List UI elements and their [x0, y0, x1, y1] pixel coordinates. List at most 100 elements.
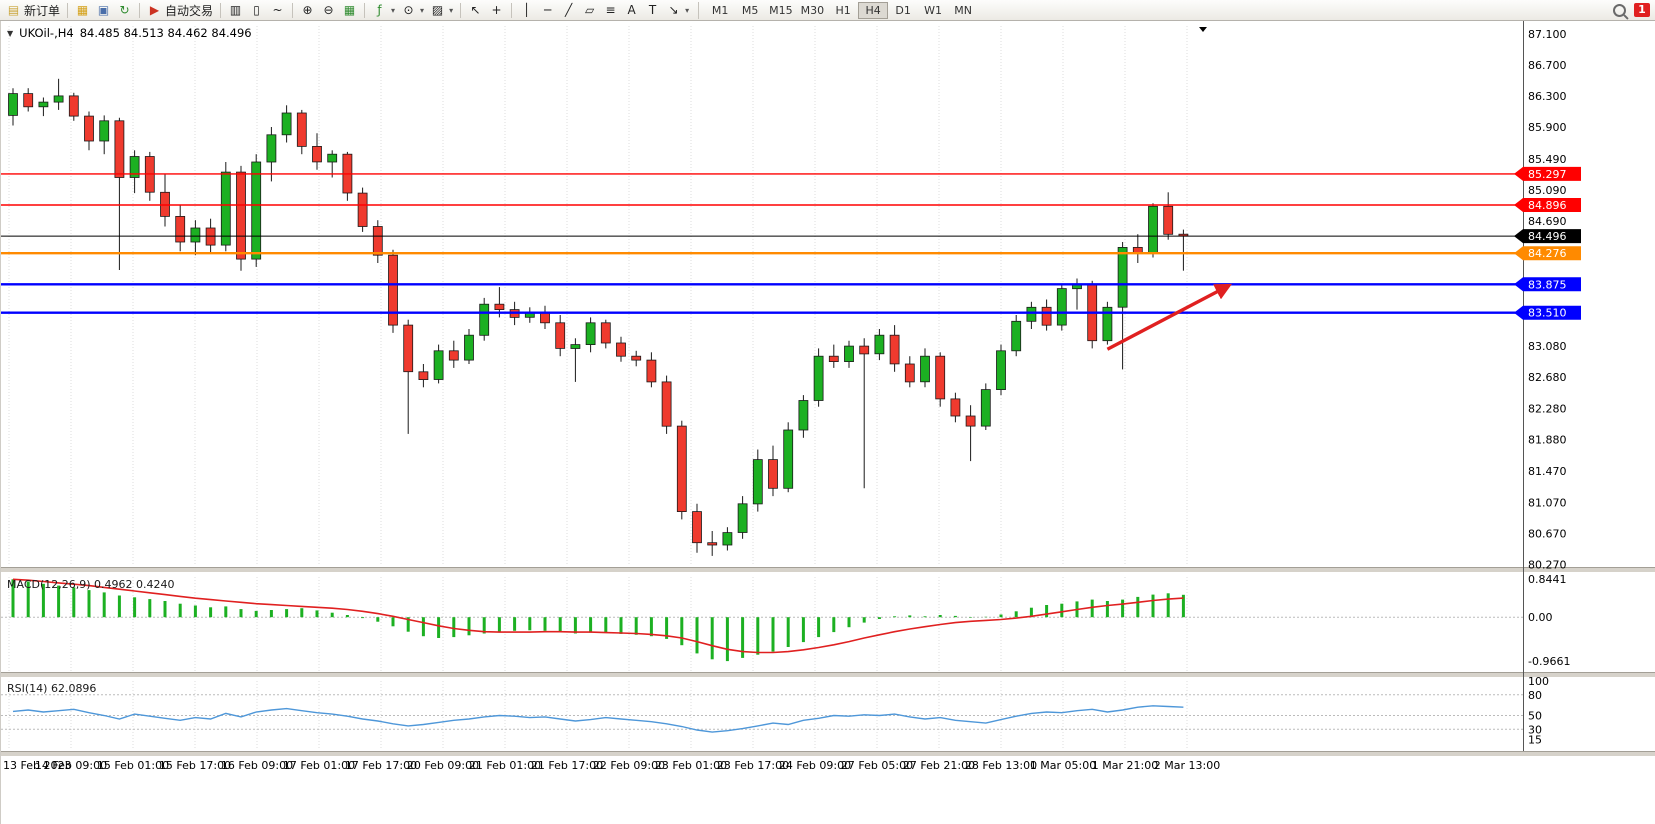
text-icon: A	[627, 3, 636, 17]
zoom-out-button[interactable]: ⊖	[318, 2, 339, 18]
macd-signal-line	[12, 578, 1184, 654]
autotrade-icon: ▶	[149, 3, 160, 17]
candle-body	[99, 120, 110, 142]
toolbar-separator	[67, 2, 69, 18]
pane-divider[interactable]	[1, 751, 1655, 756]
timeframe-m5-button[interactable]: M5	[741, 3, 759, 17]
candle-body	[844, 345, 854, 363]
text-button[interactable]: A	[621, 2, 642, 18]
candle-body	[950, 398, 961, 417]
vertical-line-icon: │	[522, 3, 531, 17]
candle-body	[980, 389, 991, 427]
candle-body	[570, 344, 581, 349]
candlestick-chart-button[interactable]: ▯	[246, 2, 267, 18]
grid-lines	[8, 26, 1188, 750]
time-tick-label: 23 Feb 17:00	[717, 759, 789, 772]
rsi-tick-label: 50	[1528, 710, 1542, 723]
candle-body	[1041, 306, 1052, 326]
timeframe-m30-button[interactable]: M30	[800, 3, 825, 17]
time-tick-label: 2 Mar 13:00	[1154, 759, 1220, 772]
pane-divider[interactable]	[1, 672, 1655, 677]
candle-body	[479, 303, 490, 336]
candle-body	[190, 227, 201, 243]
templates-button[interactable]: ▨ ▾	[427, 2, 456, 18]
pane-divider[interactable]	[1, 567, 1655, 572]
chevron-down-icon[interactable]: ▾	[449, 5, 454, 15]
time-tick-label: 28 Feb 13:00	[965, 759, 1037, 772]
candle-body	[920, 355, 930, 383]
profiles-button[interactable]: ▣	[93, 2, 114, 18]
toolbar: ▤ 新订单 ▦ ▣ ↻ ▶ 自动交易 ▥ ▯ ~ ⊕ ⊖ ▦ ƒ ▾ ⊙ ▾ ▨ ▾ ↖ + │ ─ ╱ ▱ ≡ A T ↘ ▾ M1 M5…	[0, 0, 1655, 21]
bar-chart-button[interactable]: ▥	[225, 2, 246, 18]
candle-body	[464, 334, 474, 361]
zoom-in-button[interactable]: ⊕	[297, 2, 318, 18]
line-chart-icon: ~	[272, 3, 283, 17]
vertical-line-button[interactable]: │	[516, 2, 537, 18]
autotrade-button[interactable]: ▶ 自动交易	[144, 1, 216, 20]
line-chart-button[interactable]: ~	[267, 2, 288, 18]
chart-canvas[interactable]: 87.100 86.700 86.300 85.900 85.490 85.090 84.6…	[1, 21, 1655, 824]
trendline-button[interactable]: ╱	[558, 2, 579, 18]
indicators-button[interactable]: ƒ ▾	[369, 2, 398, 18]
candle-body	[798, 400, 809, 431]
timeframe-m15-button[interactable]: M15	[769, 3, 793, 17]
support-line-orange-badge	[1514, 246, 1581, 261]
price-tick-label: 85.490	[1528, 153, 1567, 166]
toolbar-separator	[460, 2, 462, 18]
candle-body	[555, 322, 566, 349]
toolbar-separator	[364, 2, 366, 18]
chevron-down-icon[interactable]: ▾	[420, 5, 425, 15]
candle-body	[1011, 320, 1022, 352]
chevron-down-icon[interactable]: ▾	[685, 5, 690, 15]
candle-body	[418, 371, 429, 380]
current-price-line-badge-label: 84.496	[1528, 230, 1567, 243]
candle-body	[646, 359, 657, 383]
new-order-icon: ▤	[7, 3, 20, 17]
chevron-down-icon[interactable]: ▾	[391, 5, 396, 15]
price-tick-label: 80.270	[1528, 558, 1567, 571]
tile-windows-button[interactable]: ▦	[339, 2, 360, 18]
crosshair-button[interactable]: +	[486, 2, 507, 18]
level-lines	[1, 173, 1523, 314]
support-line-blue-1-badge	[1514, 277, 1581, 292]
price-tick-label: 84.690	[1528, 215, 1567, 228]
zoom-in-icon: ⊕	[302, 3, 313, 17]
periods-button[interactable]: ⊙ ▾	[398, 2, 427, 18]
price-tick-label: 83.080	[1528, 340, 1567, 353]
toolbar-separator	[139, 2, 141, 18]
price-tick-label: 81.880	[1528, 433, 1567, 446]
candle-body	[1163, 205, 1174, 235]
charts-menu-button[interactable]: ▦	[72, 2, 93, 18]
timeframe-h4-button[interactable]: H4	[858, 1, 889, 19]
time-tick-label: 22 Feb 09:00	[593, 759, 665, 772]
support-line-blue-2-badge	[1514, 305, 1581, 320]
price-tick-label: 86.700	[1528, 59, 1567, 72]
timeframe-m1-button[interactable]: M1	[711, 3, 729, 17]
timeframe-h1-button[interactable]: H1	[835, 3, 851, 17]
new-order-button[interactable]: ▤ 新订单	[3, 1, 63, 20]
cursor-button[interactable]: ↖	[465, 2, 486, 18]
candle-body	[251, 161, 262, 260]
timeframe-mn-button[interactable]: MN	[954, 3, 972, 17]
time-tick-label: 13 Feb 2023	[3, 759, 71, 772]
timeframe-w1-button[interactable]: W1	[924, 3, 943, 17]
chart-shift-marker-icon[interactable]	[1199, 27, 1207, 32]
notification-badge[interactable]: 1	[1634, 3, 1650, 17]
search-icon[interactable]	[1613, 3, 1626, 17]
candle-body	[84, 115, 94, 142]
candle-body	[312, 146, 322, 163]
arrows-tool-button[interactable]: ↘ ▾	[663, 2, 692, 18]
channel-button[interactable]: ▱	[579, 2, 600, 18]
refresh-button[interactable]: ↻	[114, 2, 135, 18]
fibonacci-button[interactable]: ≡	[600, 2, 621, 18]
rsi-tick-label: 100	[1528, 675, 1549, 688]
bar-chart-icon: ▥	[229, 3, 242, 17]
horizontal-line-button[interactable]: ─	[537, 2, 558, 18]
resistance-line-2-badge	[1514, 198, 1581, 212]
price-tick-label: 81.070	[1528, 496, 1567, 509]
macd-histogram	[11, 579, 1185, 662]
trend-arrow-annotation[interactable]	[1106, 283, 1233, 351]
text-label-button[interactable]: T	[642, 2, 663, 18]
timeframe-d1-button[interactable]: D1	[895, 3, 911, 17]
